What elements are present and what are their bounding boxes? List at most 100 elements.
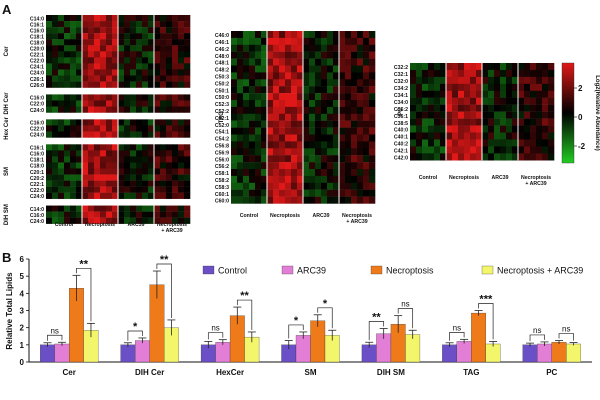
heatmap-cell	[148, 81, 155, 88]
heatmap-cell	[548, 83, 555, 91]
heatmap-cell	[148, 156, 155, 163]
heatmap-cell	[369, 134, 376, 142]
heatmap-cell	[124, 125, 131, 132]
heatmap-cell	[166, 39, 173, 46]
heatmap-cell	[249, 127, 256, 135]
heatmap-cell	[106, 119, 113, 126]
heatmap-cell	[94, 186, 101, 193]
heatmap-cell	[488, 153, 495, 161]
heatmap-cell	[422, 97, 429, 105]
heatmap-cell	[339, 148, 346, 156]
heatmap-cell	[369, 155, 376, 163]
heatmap-cell	[506, 63, 513, 71]
heatmap-cell	[458, 125, 465, 133]
heatmap-cell	[76, 45, 83, 52]
heatmap-cell	[476, 111, 483, 119]
heatmap-cell	[58, 106, 65, 113]
heatmap-cell	[458, 146, 465, 154]
heatmap-cell	[267, 100, 274, 108]
heatmap-cell	[494, 125, 501, 133]
heatmap-cell	[548, 104, 555, 112]
heatmap-cell	[309, 155, 316, 163]
legend-swatch	[481, 265, 494, 275]
heatmap-cell	[363, 127, 370, 135]
heatmap-cell	[470, 90, 477, 98]
heatmap-cell	[76, 51, 83, 58]
heatmap-cell	[118, 51, 125, 58]
heatmap-block-label: Hex Cer	[4, 116, 10, 139]
heatmap-cell	[434, 118, 441, 126]
heatmap-cell	[172, 180, 179, 187]
heatmap-cell	[321, 141, 328, 149]
heatmap-cell	[452, 76, 459, 85]
heatmap-cell	[178, 217, 185, 224]
heatmap-cell	[148, 15, 155, 22]
heatmap-cell	[184, 125, 191, 132]
heatmap-cell	[363, 169, 370, 177]
heatmap-cell	[100, 131, 107, 138]
heatmap-cell	[184, 211, 191, 218]
heatmap-cell	[166, 106, 173, 113]
heatmap-cell	[46, 57, 53, 64]
heatmap-cell	[160, 125, 167, 132]
heatmap-cell	[243, 155, 250, 163]
heatmap-cell	[327, 93, 334, 101]
heatmap-cell	[243, 72, 250, 80]
heatmap-cell	[142, 168, 149, 175]
heatmap-cell	[82, 69, 89, 76]
heatmap-cell	[118, 75, 125, 82]
heatmap-cell	[470, 139, 477, 147]
heatmap-cell	[70, 119, 77, 126]
heatmap-cell	[303, 100, 310, 108]
heatmap-cell	[512, 63, 519, 71]
heatmap-cell	[410, 153, 417, 161]
heatmap-cell	[46, 27, 53, 34]
heatmap-cell	[410, 111, 417, 119]
heatmap-cell	[518, 63, 525, 71]
heatmap-cell	[94, 150, 101, 157]
heatmap-cell	[148, 131, 155, 138]
heatmap-cell	[482, 104, 489, 112]
heatmap-cell	[142, 21, 149, 28]
heatmap-cell	[297, 86, 304, 94]
heatmap-cell	[70, 39, 77, 46]
heatmap-cell	[249, 106, 256, 114]
heatmap-cell	[309, 120, 316, 128]
heatmap-row-label: C46:1	[215, 40, 229, 46]
heatmap-cell	[52, 81, 59, 88]
heatmap-cell	[136, 39, 143, 46]
heatmap-cell	[285, 169, 292, 177]
heatmap-row-label: C50:1	[215, 88, 229, 94]
heatmap-cell	[130, 168, 137, 175]
heatmap-cell	[154, 69, 161, 76]
heatmap-cell	[231, 79, 238, 87]
heatmap-cell	[237, 37, 244, 45]
significance-label: ns	[562, 325, 570, 334]
heatmap-cell	[172, 57, 179, 64]
heatmap-cell	[82, 125, 89, 132]
heatmap-cell	[160, 45, 167, 52]
heatmap-cell	[333, 37, 340, 45]
heatmap-cell	[166, 144, 173, 151]
heatmap-cell	[542, 111, 549, 119]
heatmap-cell	[94, 69, 101, 76]
heatmap-cell	[255, 120, 262, 128]
heatmap-cell	[428, 104, 435, 112]
heatmap-cell	[440, 90, 447, 98]
heatmap-cell	[166, 119, 173, 126]
heatmap-cell	[154, 57, 161, 64]
heatmap-cell	[524, 63, 531, 71]
heatmap-cell	[315, 148, 322, 156]
heatmap-cell	[148, 211, 155, 218]
heatmap-row-label: C42:0	[394, 156, 408, 162]
heatmap-cell	[100, 186, 107, 193]
heatmap-cell	[512, 104, 519, 112]
heatmap-cell	[416, 118, 423, 126]
heatmap-cell	[357, 106, 364, 114]
heatmap-cell	[148, 57, 155, 64]
heatmap-cell	[494, 83, 501, 91]
heatmap-cell	[94, 15, 101, 22]
heatmap-cell	[327, 51, 334, 59]
heatmap-cell	[416, 90, 423, 98]
heatmap-cell	[333, 155, 340, 163]
